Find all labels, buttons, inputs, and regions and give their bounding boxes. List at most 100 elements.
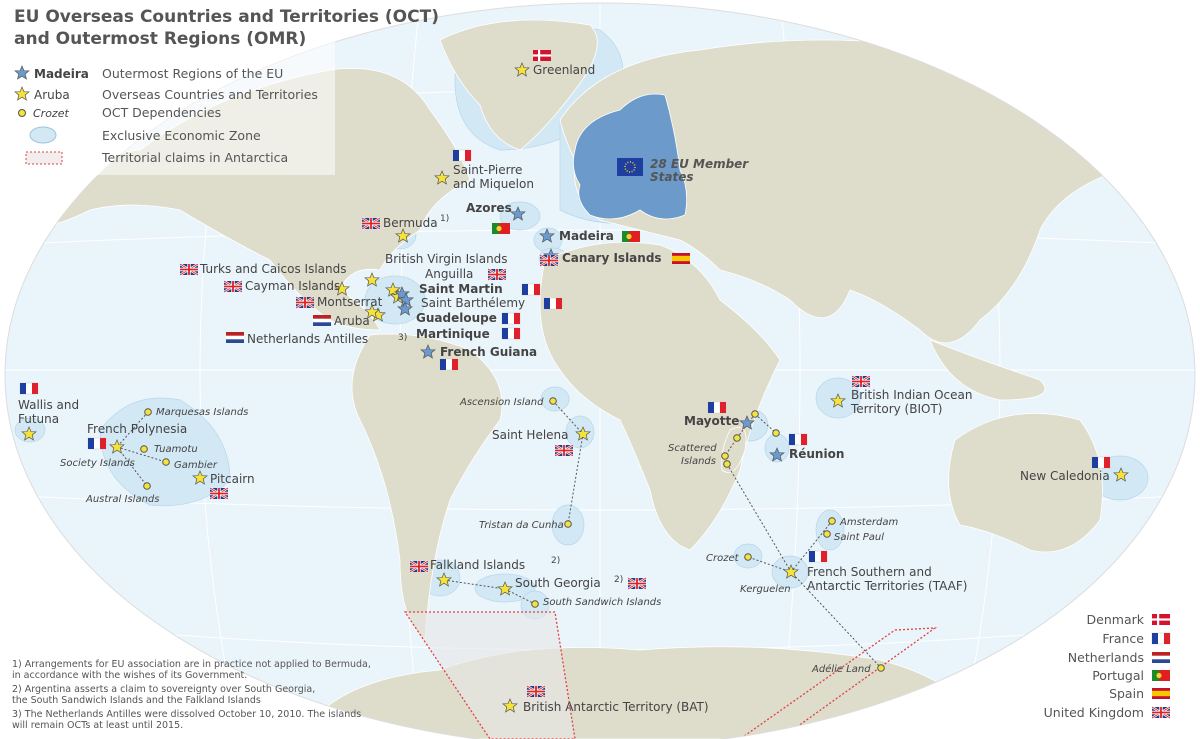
flag-fr-icon	[501, 327, 521, 340]
flag-uk-icon	[538, 253, 560, 268]
dependency-markers	[140, 397, 885, 672]
flag-dk-icon	[1152, 614, 1170, 625]
label-greenland: Greenland	[533, 63, 595, 77]
country-france: France	[1102, 631, 1144, 646]
south-america	[351, 333, 503, 641]
label-ascension: Ascension Island	[459, 397, 544, 408]
label-madeira: Madeira	[559, 229, 614, 243]
dependency-marker	[751, 410, 759, 418]
label-bvi: British Virgin Islands	[385, 252, 508, 266]
footnote-1: 1) Arrangements for EU association are i…	[12, 659, 371, 670]
footnote-2: 2) Argentina asserts a claim to sovereig…	[12, 684, 315, 695]
flag-uk-icon	[553, 443, 575, 458]
greenland-land	[439, 19, 598, 151]
footnote-2b: the South Sandwich Islands and the Falkl…	[12, 695, 261, 706]
flag-uk-icon	[360, 216, 382, 231]
dependency-marker	[144, 408, 152, 416]
label-amsterdam: Amsterdam	[839, 517, 898, 528]
legend-omr-example: Madeira	[34, 67, 89, 81]
label-montserrat: Montserrat	[317, 295, 383, 309]
country-spain: Spain	[1109, 686, 1144, 701]
label-new-caledonia: New Caledonia	[1020, 469, 1110, 483]
label-french-polynesia: French Polynesia	[87, 422, 187, 436]
flag-fr-icon	[1091, 456, 1111, 469]
label-kerguelen: Kerguelen	[740, 584, 791, 595]
label-miquelon: and Miquelon	[453, 177, 534, 191]
legend-dep-example: Crozet	[33, 107, 69, 120]
label-bermuda: Bermuda	[383, 216, 438, 230]
continents	[19, 19, 1175, 739]
dependency-marker	[721, 452, 729, 460]
dependency-marker	[549, 397, 557, 405]
footnotes: 1) Arrangements for EU association are i…	[12, 659, 371, 731]
flag-uk-icon	[178, 262, 200, 277]
flag-fr-icon	[521, 283, 541, 296]
flag-fr-icon	[439, 358, 459, 371]
map-title: EU Overseas Countries and Territories (O…	[14, 7, 439, 27]
label-scattered: Scattered	[668, 443, 717, 454]
label-mayotte: Mayotte	[684, 414, 739, 428]
note-bermuda: 1)	[440, 214, 449, 224]
flag-uk-icon	[1150, 705, 1172, 720]
flag-fr-icon	[19, 382, 39, 395]
country-uk: United Kingdom	[1044, 705, 1144, 720]
label-netherlands-antilles: Netherlands Antilles	[247, 332, 368, 346]
eu-flag-icon	[617, 158, 643, 176]
label-gambier: Gambier	[174, 460, 218, 471]
dependency-marker	[531, 600, 539, 608]
flag-nl-icon	[1152, 652, 1170, 663]
label-wallis: Wallis and	[18, 398, 79, 412]
flag-es-icon	[672, 253, 690, 264]
flag-uk-icon	[408, 559, 430, 574]
flag-fr-icon	[707, 401, 727, 414]
flag-uk-icon	[222, 279, 244, 294]
flag-fr-icon	[808, 550, 828, 563]
flag-pt-icon	[1152, 670, 1170, 681]
label-saint-martin: Saint Martin	[419, 282, 503, 296]
dependency-dot-icon	[18, 109, 26, 117]
label-azores: Azores	[466, 201, 512, 215]
footnote-3: 3) The Netherlands Antilles were dissolv…	[12, 709, 361, 720]
flag-uk-icon	[208, 486, 230, 501]
flag-nl-icon	[313, 315, 331, 326]
label-canary: Canary Islands	[562, 251, 662, 265]
flag-fr-icon	[788, 433, 808, 446]
dependency-marker	[143, 482, 151, 490]
flag-dk-icon	[533, 50, 551, 61]
country-portugal: Portugal	[1092, 668, 1144, 683]
eu-member-states	[572, 93, 688, 220]
legend-oct-example: Aruba	[34, 88, 70, 102]
footnote-1b: in accordance with the wishes of its Gov…	[12, 670, 247, 681]
flag-fr-icon	[1151, 632, 1171, 645]
flag-uk-icon	[850, 374, 872, 389]
label-saint-pierre: Saint-Pierre	[453, 163, 522, 177]
legend-omr-label: Outermost Regions of the EU	[102, 66, 283, 81]
label-biot-2: Territory (BIOT)	[850, 402, 942, 416]
label-tuamotu: Tuamotu	[154, 444, 198, 455]
legend-oct-label: Overseas Countries and Territories	[102, 87, 318, 102]
label-bat: British Antarctic Territory (BAT)	[523, 700, 709, 714]
note-falkland: 2)	[551, 556, 560, 566]
flag-es-icon	[1152, 688, 1170, 699]
country-flag-legend: Denmark France Netherlands Portugal Spai…	[1044, 612, 1172, 720]
flag-fr-icon	[87, 437, 107, 450]
label-pitcairn: Pitcairn	[210, 472, 255, 486]
claim-bat	[403, 611, 576, 739]
australia	[948, 412, 1103, 553]
label-crozet: Crozet	[706, 553, 740, 564]
dependency-marker	[772, 429, 780, 437]
dependency-marker	[828, 517, 836, 525]
eez-icon	[29, 126, 57, 144]
territory-labels: Greenland Saint-Pierre and Miquelon Berm…	[18, 63, 1110, 714]
note-south-georgia: 2)	[614, 575, 623, 585]
flag-fr-icon	[501, 312, 521, 325]
label-turks: Turks and Caicos Islands	[199, 262, 346, 276]
label-biot: British Indian Ocean	[851, 388, 972, 402]
label-french-guiana: French Guiana	[440, 345, 537, 359]
label-austral: Austral Islands	[85, 494, 159, 505]
label-society: Society Islands	[60, 458, 135, 469]
label-south-sandwich: South Sandwich Islands	[543, 597, 661, 608]
label-aruba: Aruba	[334, 314, 370, 328]
dependency-marker	[823, 530, 831, 538]
claim-adelie	[737, 627, 938, 739]
